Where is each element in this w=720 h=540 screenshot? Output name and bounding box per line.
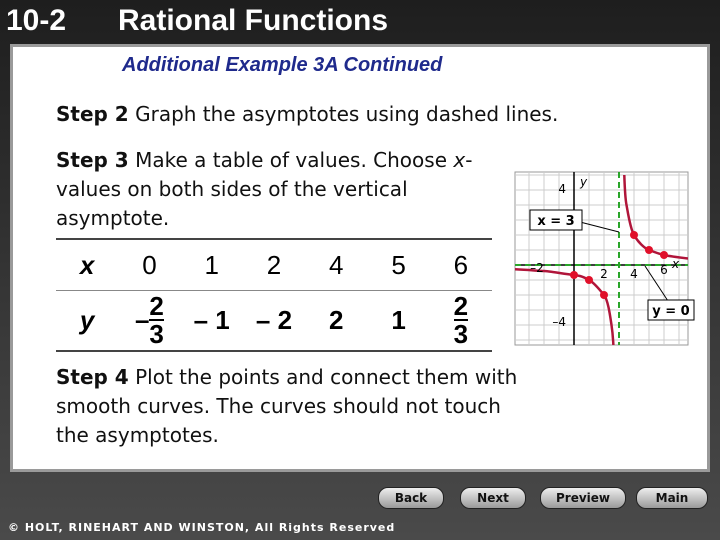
table-cell: – 2 [255, 304, 293, 335]
table-rule [56, 238, 492, 240]
table-row: x 0 1 2 4 5 6 [56, 238, 492, 292]
row-header: y [79, 304, 95, 335]
footer: © HOLT, RINEHART AND WINSTON, All Rights… [8, 521, 396, 534]
nav-button[interactable]: Main [636, 487, 708, 509]
step-text: -values on both sides of the vertical as… [56, 148, 473, 230]
step-label: Step 3 [56, 148, 129, 172]
row-header: x [79, 249, 95, 280]
lesson-number: 10-2 [6, 4, 67, 37]
nav-button[interactable]: Preview [540, 487, 626, 509]
step-text: Plot the points and connect them with sm… [56, 365, 518, 447]
step-label: Step 2 [56, 102, 129, 126]
table-rule [56, 350, 492, 352]
table-cell: 6 [453, 249, 469, 280]
slide-title: Rational Functions [118, 4, 388, 37]
subtitle: Additional Example 3A Continued [122, 54, 443, 76]
step: Step 3 Make a table of values. Choose x-… [56, 146, 526, 233]
table-cell: – 1 [193, 304, 230, 335]
table-cell: 5 [391, 249, 406, 280]
denominator: 3 [149, 319, 164, 349]
fraction-sign: – [134, 304, 150, 335]
table-cell: 1 [204, 249, 219, 280]
table-cell: 1 [391, 304, 406, 335]
table-cell: 2 [266, 249, 282, 280]
step-text: Make a table of values. Choose [135, 148, 454, 172]
table-cell: 0 [142, 249, 157, 280]
denominator: 3 [453, 319, 469, 349]
step: Step 4 Plot the points and connect them … [56, 363, 526, 450]
nav-button[interactable]: Next [460, 487, 526, 509]
table-rule [56, 290, 492, 291]
table-cell: –2 3 [118, 292, 180, 348]
step-text: x [453, 148, 466, 172]
numerator: 2 [149, 291, 164, 321]
step-text: Graph the asymptotes using dashed lines. [135, 102, 559, 126]
step: Step 2 Graph the asymptotes using dashed… [56, 100, 558, 129]
nav-button[interactable]: Back [378, 487, 444, 509]
table-cell: 4 [329, 249, 344, 280]
table-cell: 2 [329, 304, 344, 335]
step-label: Step 4 [56, 365, 129, 389]
numerator: 2 [453, 291, 469, 321]
